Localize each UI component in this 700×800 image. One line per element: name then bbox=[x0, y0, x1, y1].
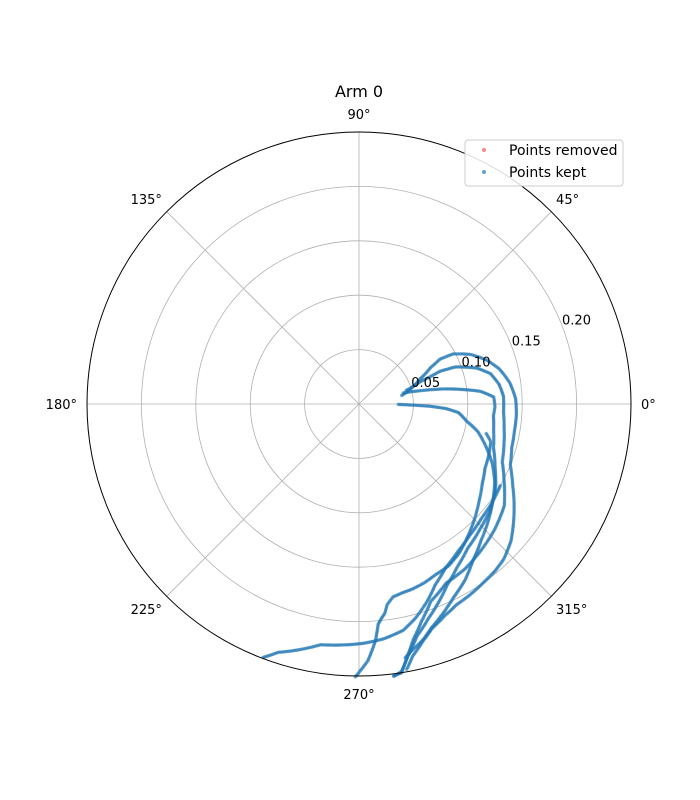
radial-tick-label: 0.05 bbox=[411, 376, 440, 391]
angular-gridline bbox=[358, 211, 552, 405]
points-kept-series bbox=[261, 352, 519, 679]
angular-tick-label: 90° bbox=[347, 108, 370, 123]
chart-title: Arm 0 bbox=[335, 82, 383, 101]
radial-tick-label: 0.15 bbox=[512, 335, 541, 350]
angular-tick-label: 270° bbox=[343, 688, 374, 703]
legend-marker-removed bbox=[482, 148, 486, 152]
data-point bbox=[403, 656, 407, 660]
legend-marker-kept bbox=[482, 170, 486, 174]
data-point bbox=[392, 674, 396, 679]
angular-gridline bbox=[166, 211, 360, 405]
polar-outer-frame bbox=[86, 131, 632, 677]
legend-box bbox=[464, 139, 624, 187]
angular-tick-label: 315° bbox=[556, 603, 587, 618]
angular-tick-label: 45° bbox=[556, 193, 579, 208]
data-point bbox=[405, 667, 409, 671]
angular-gridline bbox=[358, 403, 552, 597]
tick-labels: 0.05 0.10 0.15 0.20 0° 45° 90° 135° 180° 225° 270°… bbox=[46, 108, 656, 703]
angular-tick-label: 180° bbox=[46, 398, 77, 413]
polar-grid bbox=[87, 132, 631, 676]
angular-gridline bbox=[166, 403, 360, 597]
legend: Points removed Points kept bbox=[464, 139, 624, 187]
angular-tick-label: 0° bbox=[641, 398, 656, 413]
legend-label-removed: Points removed bbox=[509, 143, 618, 159]
angular-tick-label: 225° bbox=[131, 603, 162, 618]
angular-tick-label: 135° bbox=[131, 193, 162, 208]
radial-tick-label: 0.10 bbox=[462, 355, 491, 370]
radial-tick-label: 0.20 bbox=[562, 314, 591, 329]
legend-label-kept: Points kept bbox=[509, 165, 587, 181]
